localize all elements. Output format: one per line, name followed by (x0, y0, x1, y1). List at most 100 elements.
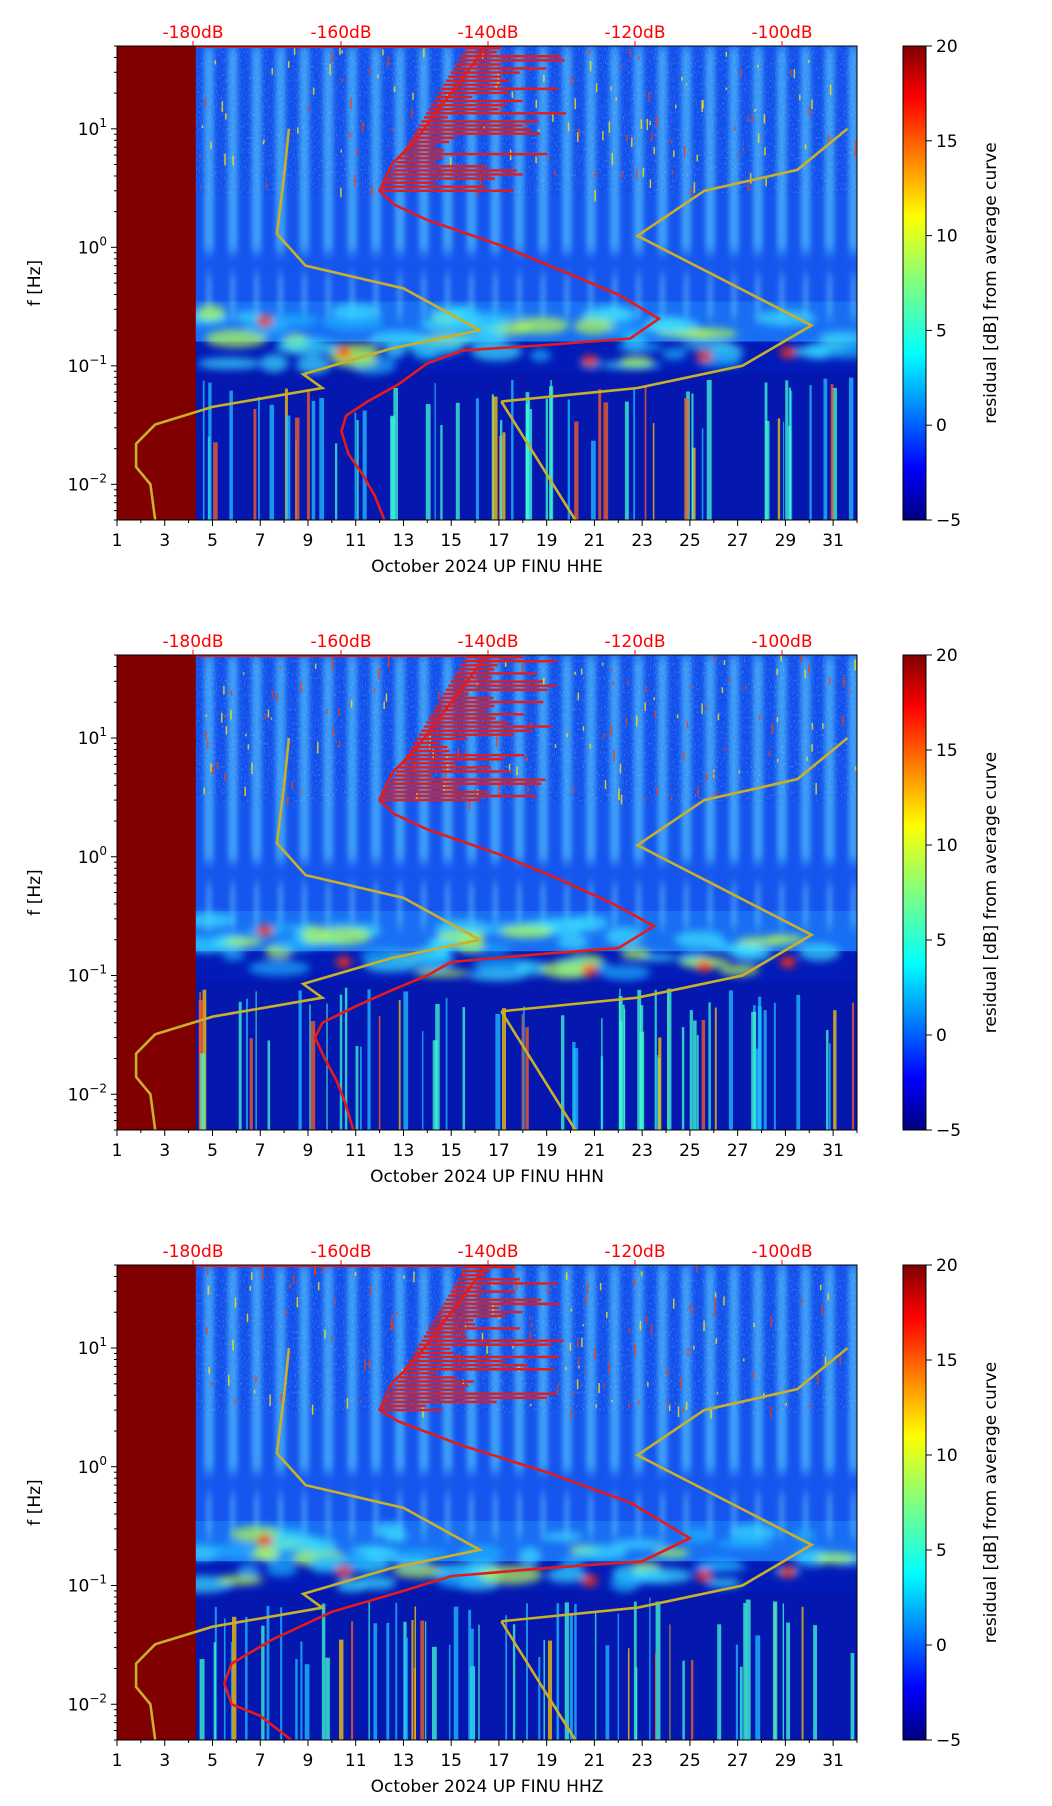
x-tick-label: 7 (255, 531, 266, 551)
x-tick-label: 15 (440, 531, 462, 551)
colorbar-tick-label: 15 (936, 741, 958, 761)
x-tick-label: 15 (440, 1141, 462, 1161)
no-data-region (117, 655, 196, 1130)
x-tick-label: 29 (775, 1141, 797, 1161)
colorbar-tick-label: −5 (936, 1731, 961, 1751)
x-tick-label: 13 (393, 1751, 415, 1771)
no-data-region (117, 46, 196, 520)
x-tick-label: 1 (112, 531, 123, 551)
y-tick-label: 101 (78, 725, 107, 749)
y-tick-label: 10−2 (68, 471, 107, 495)
colorbar-tick-label: 0 (936, 416, 947, 436)
top-axis-db-label: -100dB (751, 632, 812, 652)
x-axis-label: October 2024 UP FINU HHE (371, 557, 603, 577)
colorbar-tick-label: 20 (936, 646, 958, 666)
top-axis-db-label: -160dB (310, 632, 371, 652)
colorbar-tick-label: 20 (936, 37, 958, 57)
x-tick-label: 25 (679, 1141, 701, 1161)
y-tick-label: 101 (78, 1335, 107, 1359)
colorbar-tick-label: 15 (936, 132, 958, 152)
y-axis-label: f [Hz] (25, 869, 45, 915)
colorbar (902, 1264, 927, 1741)
spectrogram-image (117, 46, 857, 520)
x-tick-label: 11 (345, 1141, 367, 1161)
x-tick-label: 19 (536, 1751, 558, 1771)
x-tick-label: 23 (631, 1751, 653, 1771)
x-tick-label: 29 (775, 1751, 797, 1771)
x-tick-label: 3 (159, 531, 170, 551)
top-axis-db-label: -140dB (457, 23, 518, 43)
x-tick-label: 17 (488, 1141, 510, 1161)
x-tick-label: 11 (345, 531, 367, 551)
x-tick-label: 5 (207, 1141, 218, 1161)
x-tick-label: 1 (112, 1141, 123, 1161)
x-tick-label: 25 (679, 1751, 701, 1771)
x-tick-label: 21 (584, 1751, 606, 1771)
noise-model-noise-model-high (501, 1346, 849, 1623)
y-tick-label: 10−1 (68, 963, 107, 987)
psd-high-frequency-spread (379, 46, 567, 192)
colorbar-tick-label: 5 (936, 1541, 947, 1561)
y-tick-label: 100 (78, 234, 107, 258)
psd-high-frequency-spread (379, 655, 557, 802)
colorbar-tick-label: 10 (936, 836, 958, 856)
spectrogram-image (117, 1265, 857, 1740)
colorbar-tick-label: 0 (936, 1636, 947, 1656)
colorbar (902, 45, 927, 521)
x-tick-label: 19 (536, 531, 558, 551)
x-tick-label: 23 (631, 531, 653, 551)
top-axis-db-label: -120dB (604, 1242, 665, 1262)
x-tick-label: 23 (631, 1141, 653, 1161)
noise-model-noise-model-low (134, 737, 484, 1130)
x-tick-label: 25 (679, 531, 701, 551)
x-tick-label: 17 (488, 531, 510, 551)
colorbar-label: residual [dB] from average curve (981, 1362, 1001, 1643)
colorbar-tick-label: 20 (936, 1256, 958, 1276)
x-tick-label: 5 (207, 531, 218, 551)
noise-model-model-segment (500, 1010, 577, 1130)
noise-model-model-segment (500, 1620, 577, 1740)
y-axis-label: f [Hz] (25, 260, 45, 306)
y-tick-label: 10−1 (68, 1573, 107, 1597)
spectrogram-image (117, 655, 857, 1130)
x-tick-label: 9 (303, 1141, 314, 1161)
colorbar-tick-label: −5 (936, 511, 961, 531)
x-tick-label: 11 (345, 1751, 367, 1771)
x-axis-label: October 2024 UP FINU HHZ (371, 1777, 604, 1797)
x-tick-label: 29 (775, 531, 797, 551)
y-tick-label: 10−1 (68, 353, 107, 377)
y-tick-label: 100 (78, 844, 107, 868)
x-tick-label: 27 (727, 531, 749, 551)
no-data-region (117, 1265, 196, 1740)
colorbar-tick-label: 0 (936, 1026, 947, 1046)
colorbar-label: residual [dB] from average curve (981, 142, 1001, 423)
x-tick-label: 3 (159, 1141, 170, 1161)
x-tick-label: 7 (255, 1141, 266, 1161)
x-tick-label: 27 (727, 1751, 749, 1771)
psd-curve (340, 46, 662, 520)
colorbar-label: residual [dB] from average curve (981, 752, 1001, 1033)
top-axis-db-label: -160dB (310, 23, 371, 43)
top-axis-db-label: -140dB (457, 632, 518, 652)
colorbar-tick-label: 10 (936, 227, 958, 247)
x-tick-label: 31 (822, 1751, 844, 1771)
colorbar (902, 654, 927, 1131)
top-axis-db-label: -180dB (162, 1242, 223, 1262)
top-axis-db-label: -120dB (604, 632, 665, 652)
top-axis-db-label: -100dB (751, 23, 812, 43)
top-axis-db-label: -100dB (751, 1242, 812, 1262)
x-tick-label: 1 (112, 1751, 123, 1771)
y-tick-label: 100 (78, 1454, 107, 1478)
x-tick-label: 5 (207, 1751, 218, 1771)
x-tick-label: 17 (488, 1751, 510, 1771)
psd-high-frequency-spread (379, 1265, 564, 1412)
x-tick-label: 13 (393, 1141, 415, 1161)
x-tick-label: 3 (159, 1751, 170, 1771)
colorbar-tick-label: −5 (936, 1121, 961, 1141)
top-axis-db-label: -120dB (604, 23, 665, 43)
noise-model-noise-model-low (134, 128, 484, 520)
x-tick-label: 13 (393, 531, 415, 551)
